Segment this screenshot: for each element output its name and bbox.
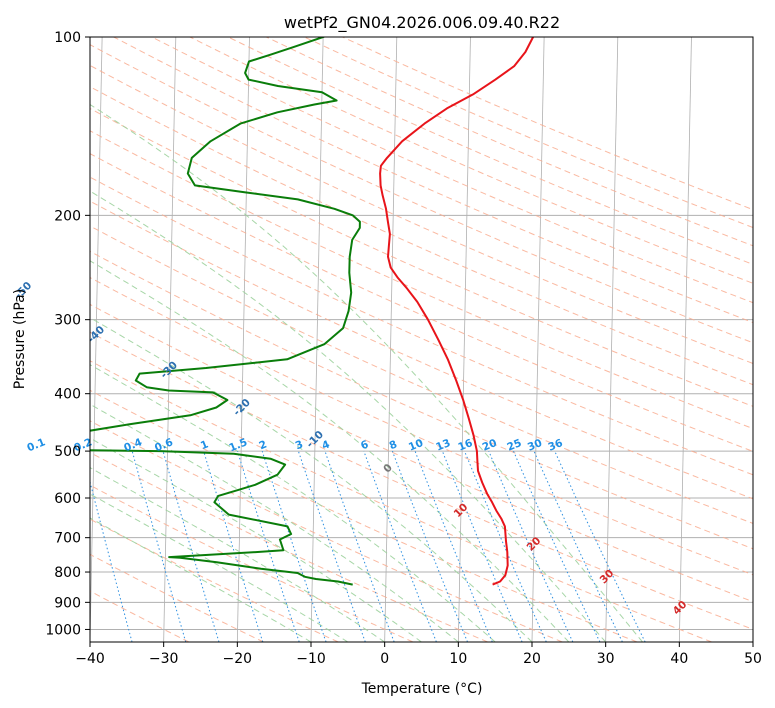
mixing-ratio-line xyxy=(297,450,366,642)
y-tick-label: 700 xyxy=(54,531,81,547)
y-tick-label: 100 xyxy=(54,30,81,46)
mixing-ratio-line xyxy=(162,450,220,642)
dry-adiabat xyxy=(90,176,753,476)
mixing-ratio-label: 36 xyxy=(547,437,565,454)
isotherm-gridline xyxy=(457,37,471,642)
mixing-ratio-line xyxy=(131,450,187,642)
mixing-ratio-label: 0.1 xyxy=(25,436,47,454)
y-tick-label: 200 xyxy=(54,208,81,224)
dry-adiabat xyxy=(90,64,753,365)
mixing-ratio-line xyxy=(261,450,327,642)
isotherm-gridline xyxy=(163,37,177,642)
plot-frame xyxy=(89,36,754,643)
x-tick-label: −20 xyxy=(223,651,253,667)
dry-adiabat xyxy=(90,451,488,642)
dry-adiabat xyxy=(151,37,753,304)
dry-adiabat xyxy=(90,107,753,407)
x-axis-label: Temperature (°C) xyxy=(361,681,483,697)
mixing-ratio-label: 2 xyxy=(257,438,268,452)
y-tick-label: 600 xyxy=(54,491,81,507)
mixing-ratio-label: 20 xyxy=(481,437,499,454)
chart-title: wetPf2_GN04.2026.006.09.40.R22 xyxy=(284,13,560,33)
mixing-ratio-line xyxy=(236,450,300,642)
isotherm-gridline xyxy=(310,37,324,642)
x-tick-label: 0 xyxy=(380,651,389,667)
y-tick-label: 400 xyxy=(54,387,81,403)
profile-lines xyxy=(90,37,535,586)
mixing-ratio-label: 30 xyxy=(526,437,544,454)
dry-adiabat xyxy=(90,360,712,642)
dry-adiabat xyxy=(90,250,753,550)
dry-adiabat xyxy=(90,130,753,430)
mixing-ratio-line xyxy=(391,450,468,642)
dry-adiabat xyxy=(90,389,638,642)
mixing-ratio-label: 16 xyxy=(456,437,474,454)
x-tick-label: 50 xyxy=(744,651,762,667)
dry-adiabat xyxy=(90,303,753,603)
y-axis-label: Pressure (hPa) xyxy=(12,289,28,389)
moist-adiabat xyxy=(90,493,349,642)
moist-adiabat xyxy=(90,260,570,642)
x-tick-label: −30 xyxy=(149,651,179,667)
dry-adiabat xyxy=(189,37,753,284)
isotherm-gridline xyxy=(752,622,753,642)
y-tick-label: 800 xyxy=(54,565,81,581)
isotherm-gridline xyxy=(605,37,619,642)
moist-adiabat xyxy=(90,190,607,642)
dry-adiabat xyxy=(90,44,753,344)
x-tick-label: −10 xyxy=(296,651,326,667)
moist-adiabat xyxy=(90,467,385,642)
x-tick-label: 40 xyxy=(670,651,688,667)
mixing-ratio-label: 3 xyxy=(294,438,305,452)
isotherm-gridline xyxy=(90,37,103,642)
mixing-ratio-label: 10 xyxy=(407,437,425,454)
moist-adiabat xyxy=(90,317,533,642)
y-tick-label: 1000 xyxy=(45,622,81,638)
moist-adiabat xyxy=(90,517,312,642)
mixing-ratio-label: 1 xyxy=(199,438,210,452)
moist-adiabat xyxy=(90,403,459,642)
dry-adiabat xyxy=(90,276,753,576)
mixing-ratio-label: 13 xyxy=(434,437,452,454)
x-tick-label: 20 xyxy=(523,651,541,667)
dry-adiabat xyxy=(90,484,414,642)
mixing-ratio-line xyxy=(324,450,395,642)
mixing-ratio-label: 8 xyxy=(388,438,399,452)
background-lines xyxy=(90,37,753,642)
dry-adiabat xyxy=(90,200,753,500)
mixing-ratio-label: 25 xyxy=(505,437,523,454)
mixing-ratio-line xyxy=(363,450,437,642)
x-tick-label: −40 xyxy=(75,651,105,667)
mixing-ratio-line xyxy=(414,450,493,642)
mixing-ratio-label: 4 xyxy=(320,438,331,452)
dry-adiabat xyxy=(90,225,753,524)
x-tick-label: 10 xyxy=(449,651,467,667)
dry-adiabat xyxy=(90,553,264,642)
moist-adiabat xyxy=(90,103,643,642)
dry-adiabat xyxy=(90,590,190,642)
isotherm-gridline xyxy=(236,37,250,642)
mixing-ratio-line xyxy=(464,450,547,642)
mixing-ratio-line xyxy=(203,450,264,642)
isotherm-gridline xyxy=(384,37,398,642)
dewpoint-profile xyxy=(90,37,361,586)
y-axis: 100 200 300 400 500 600 700 800 900 1000 xyxy=(45,30,90,638)
x-axis: −40 −30 −20 −10 0 10 20 30 40 50 xyxy=(75,642,762,667)
moist-adiabat xyxy=(90,364,496,642)
isotherm-gridline xyxy=(678,37,692,642)
y-tick-label: 300 xyxy=(54,313,81,329)
mixing-ratio-line xyxy=(90,479,133,642)
plot-background xyxy=(90,37,753,642)
x-tick-label: 30 xyxy=(597,651,615,667)
y-tick-label: 900 xyxy=(54,595,81,611)
moist-adiabat xyxy=(90,437,422,642)
mixing-ratio-label: 6 xyxy=(359,438,370,452)
temperature-profile xyxy=(379,37,535,586)
mixing-ratio-line xyxy=(441,450,523,642)
y-tick-label: 500 xyxy=(54,444,81,460)
